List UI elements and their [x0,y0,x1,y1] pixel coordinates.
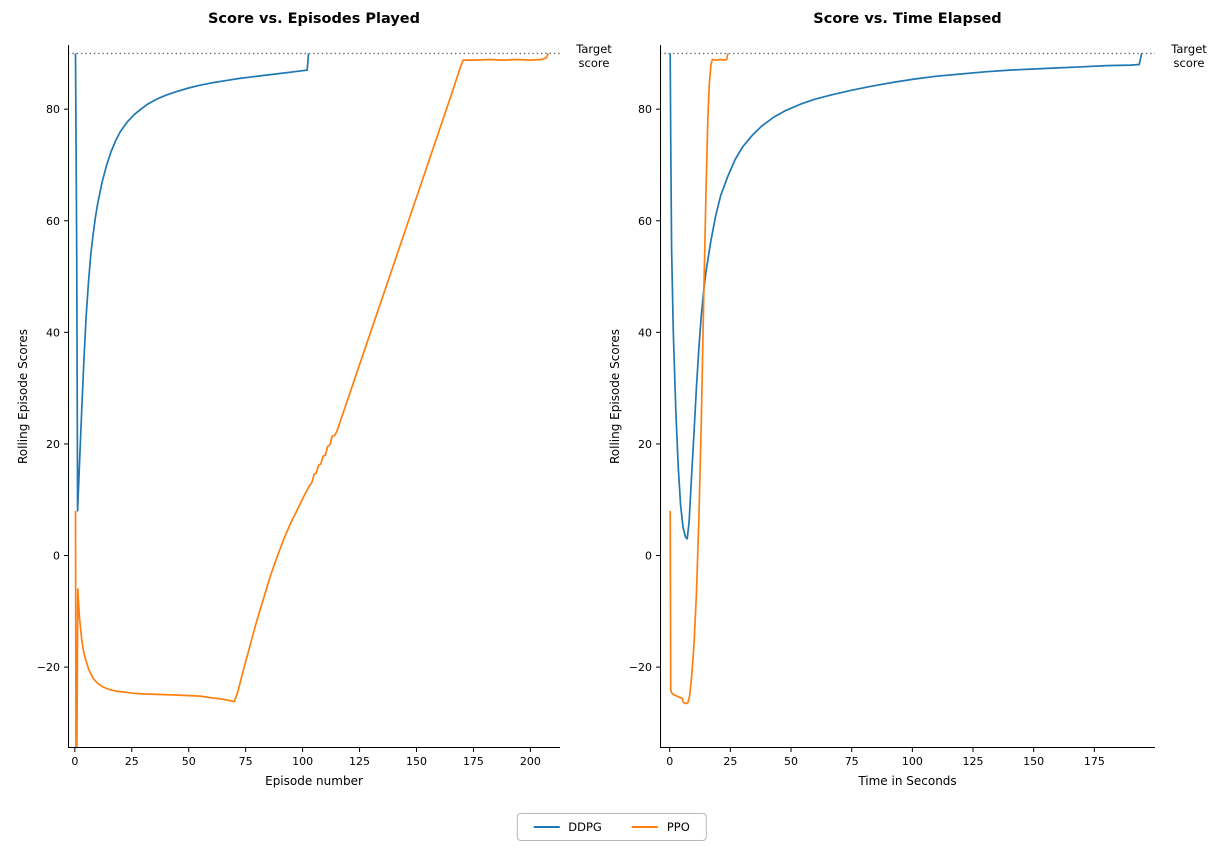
svg-text:100: 100 [292,755,313,768]
svg-text:75: 75 [845,755,859,768]
svg-text:100: 100 [902,755,923,768]
svg-text:80: 80 [46,103,60,116]
svg-text:175: 175 [1084,755,1105,768]
svg-text:150: 150 [1023,755,1044,768]
svg-text:25: 25 [723,755,737,768]
svg-text:60: 60 [46,215,60,228]
svg-text:50: 50 [784,755,798,768]
right-target-score-annotation: Target score [1171,42,1207,70]
left-chart-title: Score vs. Episodes Played [207,11,420,27]
svg-text:0: 0 [71,755,78,768]
right-y-axis-label: Rolling Episode Scores [608,329,622,464]
ppo-line-swatch [631,826,658,828]
svg-text:0: 0 [666,755,673,768]
legend-item-ddpg: DDPG [533,820,602,834]
left-chart: Score vs. Episodes Played Rolling Episod… [16,11,612,788]
svg-text:−20: −20 [629,661,652,674]
svg-text:0: 0 [53,550,60,563]
svg-text:80: 80 [638,103,652,116]
left-target-score-annotation: Target score [576,42,612,70]
svg-text:75: 75 [239,755,253,768]
svg-text:60: 60 [638,215,652,228]
right-chart: Score vs. Time Elapsed Rolling Episode S… [608,11,1207,788]
svg-text:−20: −20 [37,661,60,674]
legend-label-ddpg: DDPG [568,820,602,834]
left-x-axis-label: Episode number [265,774,363,788]
svg-text:150: 150 [406,755,427,768]
svg-text:25: 25 [125,755,139,768]
svg-text:50: 50 [182,755,196,768]
right-plot-area: 0 25 50 75 100 125 150 175 −20 0 20 40 60 80 [629,45,1155,768]
ddpg-line-swatch [533,826,560,828]
left-plot-area: 0 25 50 75 100 125 150 175 200 −20 0 20 40 60 80 [37,45,560,768]
legend: DDPG PPO [516,813,707,841]
left-y-axis-label: Rolling Episode Scores [16,329,30,464]
svg-text:125: 125 [963,755,984,768]
svg-text:0: 0 [645,550,652,563]
svg-text:200: 200 [520,755,541,768]
legend-item-ppo: PPO [631,820,690,834]
svg-text:175: 175 [463,755,484,768]
svg-text:20: 20 [638,438,652,451]
svg-text:125: 125 [349,755,370,768]
svg-text:40: 40 [46,326,60,339]
svg-text:20: 20 [46,438,60,451]
right-x-axis-label: Time in Seconds [858,774,957,788]
right-chart-title: Score vs. Time Elapsed [813,11,1002,27]
svg-text:40: 40 [638,326,652,339]
legend-label-ppo: PPO [666,820,690,834]
